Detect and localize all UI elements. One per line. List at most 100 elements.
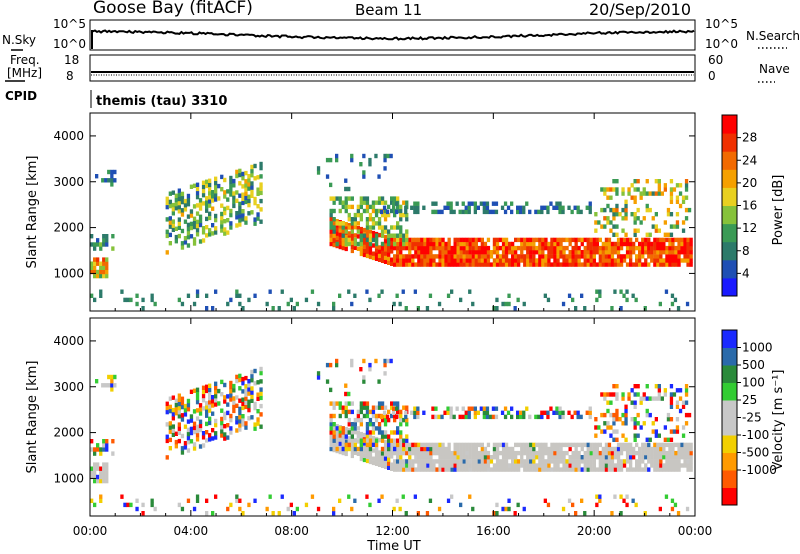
power-cell [259, 182, 263, 187]
velocity-cell [141, 511, 145, 516]
velocity-cell [632, 455, 636, 460]
power-cell [508, 250, 512, 255]
power-cell [501, 301, 505, 307]
velocity-cell [102, 443, 106, 448]
velocity-cell [656, 459, 660, 464]
velocity-cell [477, 463, 481, 468]
velocity-cell [374, 457, 379, 462]
power-cell [250, 210, 254, 215]
velocity-cell [238, 377, 242, 383]
velocity-cell [654, 429, 658, 434]
velocity-cell [609, 400, 613, 405]
power-cell [504, 254, 509, 259]
velocity-cell [568, 463, 572, 468]
power-cell [141, 297, 145, 303]
velocity-cell [241, 397, 245, 402]
velocity-cell [453, 463, 457, 468]
velocity-cell [441, 442, 445, 448]
power-cell [241, 176, 245, 181]
velocity-cell [656, 455, 660, 460]
power-cell [422, 205, 426, 210]
power-cell [356, 229, 360, 234]
power-cell [675, 199, 680, 204]
power-cell [627, 187, 631, 192]
power-cell [648, 207, 652, 213]
power-cell [681, 220, 686, 225]
power-cell [440, 209, 444, 215]
power-cell [105, 257, 109, 262]
power-cell [350, 229, 354, 234]
power-cell [365, 221, 370, 226]
power-cell [247, 182, 251, 187]
power-cell [180, 241, 185, 246]
power-cell [277, 306, 281, 311]
power-cell [504, 245, 509, 251]
velocity-cell [592, 455, 596, 460]
velocity-cell [468, 450, 472, 456]
power-cell [588, 201, 592, 206]
power-cell [609, 187, 613, 192]
velocity-cell [644, 467, 648, 472]
power-cell [383, 217, 388, 222]
velocity-cell [90, 447, 94, 452]
velocity-cell [622, 463, 627, 468]
power-cell [571, 262, 575, 267]
power-cell [180, 301, 185, 307]
power-cell [329, 241, 333, 247]
velocity-cell [601, 459, 605, 464]
power-cell [529, 237, 533, 243]
power-cell [619, 237, 624, 243]
velocity-cell [603, 396, 607, 401]
velocity-cell [235, 416, 239, 421]
power-cell [368, 162, 372, 167]
power-cell [344, 200, 348, 205]
power-cell [610, 262, 615, 267]
power-cell [208, 195, 212, 200]
velocity-cell [105, 462, 109, 467]
velocity-cell [459, 502, 463, 508]
velocity-cell [211, 511, 215, 516]
power-cell [547, 258, 551, 263]
power-cell [408, 237, 412, 243]
power-cell [657, 179, 661, 184]
velocity-cell [541, 442, 545, 448]
velocity-cell [594, 425, 598, 430]
power-cell [393, 254, 397, 259]
velocity-cell [223, 395, 227, 400]
velocity-cell [535, 467, 539, 472]
velocity-cell [335, 436, 339, 441]
velocity-cell [335, 432, 339, 437]
velocity-cell [223, 436, 227, 441]
power-cell [177, 209, 181, 214]
velocity-cell [356, 431, 360, 436]
velocity-cell [586, 459, 590, 464]
power-cell [604, 258, 609, 263]
velocity-cell [332, 443, 336, 449]
power-cell [483, 245, 488, 251]
velocity-cell [235, 395, 239, 400]
power-cell [657, 228, 661, 233]
velocity-cell [110, 387, 114, 392]
velocity-cell [335, 446, 339, 452]
velocity-cell [198, 403, 203, 408]
velocity-cell [389, 358, 393, 364]
power-cell [417, 237, 421, 243]
velocity-cell [562, 459, 566, 464]
power-cell [405, 258, 409, 263]
velocity-colorbar-swatch [722, 400, 737, 418]
power-cell [280, 289, 284, 294]
power-cell [543, 293, 547, 298]
power-cell [629, 262, 633, 267]
velocity-cell [673, 502, 678, 508]
velocity-cell [186, 498, 191, 503]
power-cell [580, 250, 584, 255]
velocity-cell [610, 467, 615, 472]
velocity-cell [683, 450, 687, 456]
velocity-cell [625, 455, 630, 460]
power-cell [171, 202, 175, 208]
power-cell [426, 237, 430, 243]
velocity-cell [653, 442, 657, 448]
power-cell [437, 209, 441, 215]
power-cell [538, 254, 542, 259]
velocity-cell [383, 371, 387, 376]
